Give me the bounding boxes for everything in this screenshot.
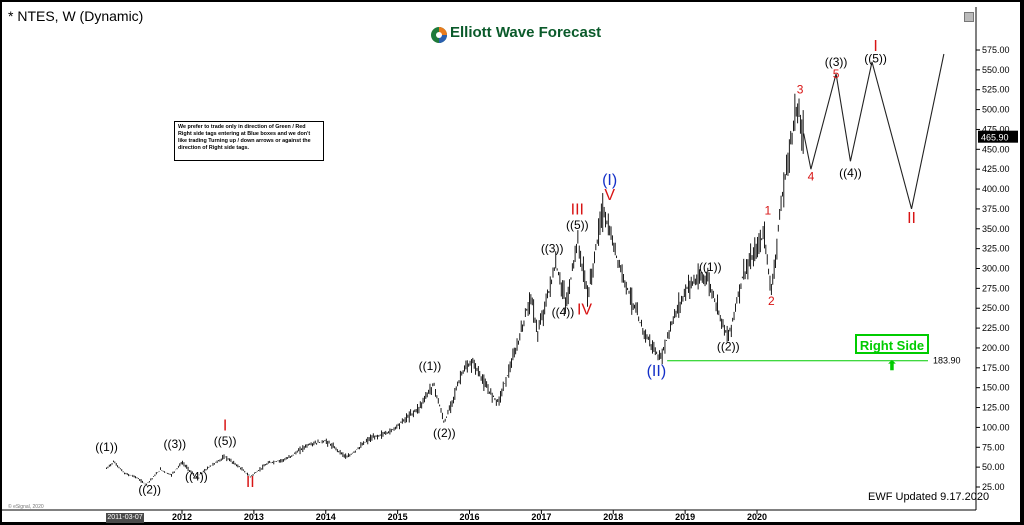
wave-label: ((5)) (214, 434, 237, 448)
y-tick-label: 225.00 (982, 323, 1010, 333)
y-tick-label: 475.00 (982, 124, 1010, 134)
y-tick-label: 425.00 (982, 164, 1010, 174)
wave-label: ((2)) (717, 339, 740, 353)
levels: 183.90 (667, 356, 961, 366)
trading-note: We prefer to trade only in direction of … (174, 121, 324, 161)
y-axis: 25.00 50.00 75.00 100.00 125.00 150.00 175.00 2… (975, 7, 1018, 510)
wave-label: I (223, 418, 227, 435)
right-side-tag: Right Side ⬆ (855, 334, 929, 373)
wave-label: ((1)) (419, 359, 442, 373)
x-tick-label: 2020 (747, 512, 767, 522)
price-bars (106, 93, 804, 486)
last-price-label: 465.90 (981, 133, 1009, 143)
x-tick-label: 2013 (244, 512, 264, 522)
wave-labels: ((1))((2))((3))((4))I((5))II((1))((2))((… (95, 38, 916, 497)
wave-label: IV (577, 302, 592, 319)
last-price-tag: 465.90 (978, 130, 1018, 143)
y-tick-label: 50.00 (982, 462, 1005, 472)
y-tick-label: 200.00 (982, 343, 1010, 353)
up-arrow-icon: ⬆ (886, 358, 898, 373)
projection-path (803, 53, 945, 210)
x-tick-label: 2017 (531, 512, 551, 522)
y-tick-label: 25.00 (982, 482, 1005, 492)
projection-line (803, 53, 945, 210)
chart-title: * NTES, W (Dynamic) (8, 8, 144, 24)
brand-name: Elliott Wave Forecast (450, 24, 602, 41)
cursor-date-flag: 2011-03-07 (106, 513, 144, 523)
x-tick-label: 2019 (675, 512, 695, 522)
y-tick-label: 275.00 (982, 283, 1010, 293)
wave-label: 1 (764, 203, 771, 217)
wave-label: (I) (602, 172, 617, 189)
wave-label: ((2)) (138, 482, 161, 496)
x-tick-label: 2012 (172, 512, 192, 522)
y-tick-label: 400.00 (982, 184, 1010, 194)
wave-label: (II) (647, 363, 667, 380)
updated-stamp: EWF Updated 9.17.2020 (868, 491, 990, 503)
x-axis: 2012 2013 2014 2015 2016 2017 2018 2019 2020 (2, 509, 976, 522)
right-side-label: Right Side (859, 338, 925, 353)
wave-label: ((3)) (541, 242, 564, 256)
wave-label: ((3)) (163, 437, 186, 451)
y-tick-label: 350.00 (982, 224, 1010, 234)
y-tick-label: 150.00 (982, 383, 1010, 393)
wave-label: ((5)) (566, 218, 589, 232)
wave-label: V (604, 187, 615, 204)
wave-label: II (246, 474, 255, 491)
y-tick-label: 525.00 (982, 85, 1010, 95)
level-label: 183.90 (933, 356, 961, 366)
wave-label: ((2)) (433, 426, 456, 440)
wave-label: III (571, 201, 584, 218)
y-tick-label: 300.00 (982, 264, 1010, 274)
y-tick-label: 500.00 (982, 105, 1010, 115)
x-tick-label: 2015 (388, 512, 408, 522)
y-tick-label: 125.00 (982, 403, 1010, 413)
y-tick-label: 250.00 (982, 303, 1010, 313)
y-tick-label: 100.00 (982, 422, 1010, 432)
y-tick-label: 550.00 (982, 65, 1010, 75)
wave-label: ((4)) (552, 305, 575, 319)
y-tick-label: 175.00 (982, 363, 1010, 373)
wave-label: 2 (768, 294, 775, 308)
y-tick-label: 450.00 (982, 144, 1010, 154)
x-tick-label: 2016 (459, 512, 479, 522)
y-tick-label: 75.00 (982, 442, 1005, 452)
wave-label: ((1)) (699, 260, 722, 274)
wave-label: 3 (797, 83, 804, 97)
wave-label: ((5)) (864, 52, 887, 66)
y-tick-label: 375.00 (982, 204, 1010, 214)
data-credit: © eSignal, 2020 (8, 504, 44, 510)
y-tick-label: 575.00 (982, 45, 1010, 55)
wave-label: ((1)) (95, 440, 118, 454)
wave-label: 4 (808, 169, 815, 183)
wave-label: 5 (833, 67, 840, 81)
y-tick-label: 325.00 (982, 244, 1010, 254)
wave-label: ((3)) (825, 55, 848, 69)
x-tick-label: 2018 (603, 512, 623, 522)
chart-settings-icon[interactable] (964, 12, 974, 22)
x-tick-label: 2014 (316, 512, 336, 522)
wave-label: II (907, 210, 916, 227)
wave-label: I (873, 38, 877, 55)
brand-logo (431, 27, 447, 43)
wave-label: ((4)) (185, 470, 208, 484)
wave-label: ((4)) (839, 166, 862, 180)
